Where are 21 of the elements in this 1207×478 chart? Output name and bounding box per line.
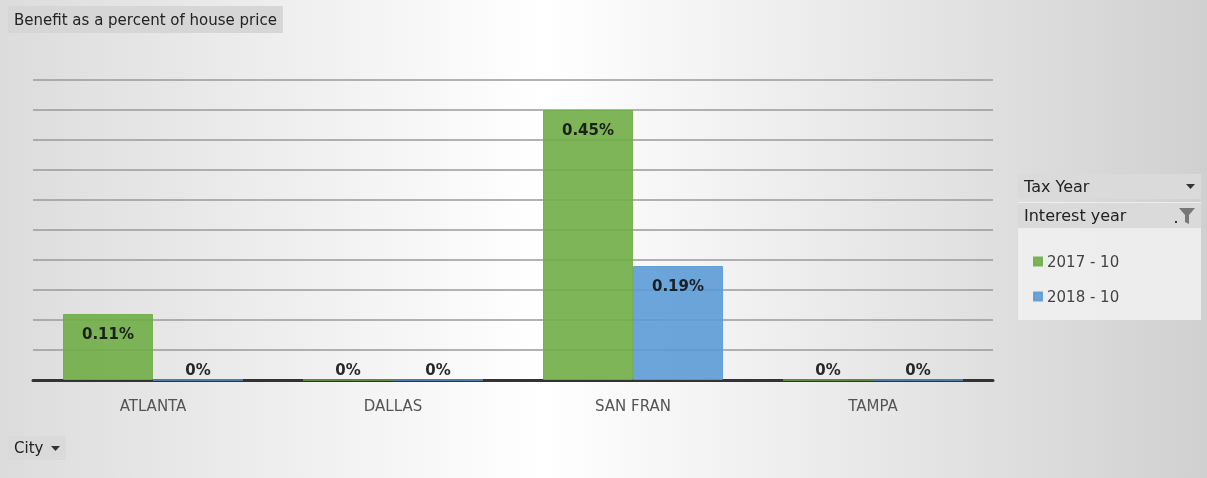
- legend-label: 2018 - 10: [1047, 287, 1120, 306]
- x-tick-label: DALLAS: [363, 396, 423, 415]
- x-tick-label: SAN FRAN: [595, 396, 671, 415]
- chart-title: Benefit as a percent of house price: [14, 10, 277, 29]
- x-tick-label: TAMPA: [847, 396, 899, 415]
- data-label: 0.45%: [561, 120, 615, 139]
- data-label: 0.11%: [81, 324, 135, 343]
- data-label: 0%: [425, 361, 451, 379]
- data-label: 0%: [335, 361, 361, 379]
- legend-label: 2017 - 10: [1047, 252, 1120, 271]
- data-label: 0.19%: [651, 276, 705, 295]
- bar: [543, 110, 633, 380]
- data-label: 0%: [815, 361, 841, 379]
- text: Tax Year: [1024, 177, 1090, 196]
- x-tick-label: ATLANTA: [119, 396, 188, 415]
- bar: [633, 266, 723, 380]
- text: City: [14, 439, 44, 457]
- legend-title: Interest year: [1024, 206, 1127, 225]
- data-label: 0%: [185, 361, 211, 379]
- data-label: 0%: [905, 361, 931, 379]
- bar: [63, 314, 153, 380]
